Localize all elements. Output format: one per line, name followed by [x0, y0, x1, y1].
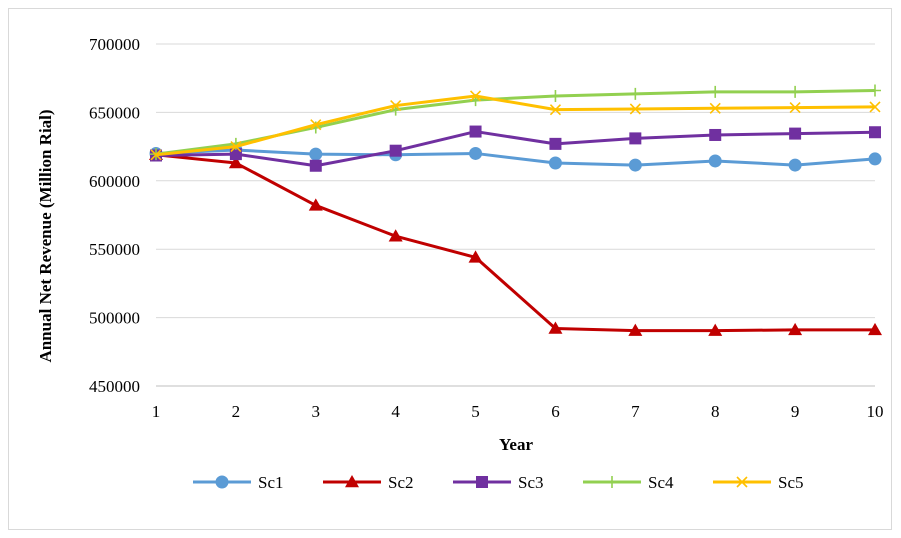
- legend-marker-sc3: [476, 476, 488, 488]
- series-sc3: [150, 125, 881, 172]
- data-point-sc5: [869, 101, 881, 113]
- legend-item-sc3: Sc3: [453, 473, 544, 492]
- legend-label-sc3: Sc3: [518, 473, 544, 492]
- x-tick-label: 6: [551, 402, 560, 421]
- legend-label-sc1: Sc1: [258, 473, 284, 492]
- y-tick-label: 550000: [89, 240, 140, 259]
- data-point-sc5: [150, 149, 162, 161]
- legend-marker-sc5: [736, 476, 748, 488]
- series-sc2: [149, 147, 882, 336]
- gridlines: [156, 43, 875, 387]
- y-tick-labels: 450000 500000 550000 600000 650000 700000: [89, 35, 140, 396]
- data-point-sc2: [708, 323, 723, 336]
- legend-item-sc1: Sc1: [193, 473, 284, 492]
- data-point-sc3: [629, 132, 642, 145]
- x-tick-label: 4: [391, 402, 400, 421]
- data-point-sc1: [868, 152, 882, 166]
- data-point-sc3: [549, 137, 562, 150]
- data-point-sc2: [788, 322, 803, 336]
- data-point-sc3: [709, 128, 722, 141]
- data-point-sc5: [310, 119, 322, 131]
- legend-label-sc2: Sc2: [388, 473, 414, 492]
- y-tick-label: 650000: [89, 103, 140, 122]
- data-point-sc2: [308, 198, 323, 211]
- data-point-sc3: [309, 159, 322, 172]
- data-point-sc1: [309, 147, 323, 161]
- data-point-sc3: [469, 125, 482, 138]
- data-point-sc4: [709, 85, 722, 98]
- data-point-sc3: [789, 127, 802, 140]
- legend-marker-sc2: [345, 475, 359, 488]
- series-line-sc1: [155, 148, 876, 167]
- legend-item-sc4: Sc4: [583, 473, 674, 492]
- data-point-sc1: [628, 158, 642, 172]
- data-point-sc2: [548, 321, 563, 334]
- data-point-sc1: [708, 154, 722, 168]
- data-point-sc4: [549, 89, 562, 102]
- series-group: [149, 84, 882, 336]
- series-line-sc2: [155, 153, 875, 333]
- data-point-sc4: [629, 87, 642, 100]
- y-tick-label: 600000: [89, 172, 140, 191]
- data-point-sc3: [389, 144, 402, 157]
- legend: Sc1 Sc2 Sc3 Sc4 Sc5: [193, 473, 804, 492]
- legend-marker-sc1: [215, 475, 229, 489]
- legend-item-sc5: Sc5: [713, 473, 804, 492]
- y-tick-label: 700000: [89, 35, 140, 54]
- data-point-sc2: [468, 250, 483, 263]
- x-tick-label: 2: [232, 402, 241, 421]
- x-tick-label: 5: [471, 402, 480, 421]
- x-axis-title: Year: [499, 435, 533, 454]
- data-point-sc1: [548, 156, 562, 170]
- data-point-sc3: [229, 148, 242, 161]
- x-tick-label: 3: [312, 402, 321, 421]
- data-point-sc5: [549, 104, 562, 116]
- data-point-sc5: [789, 102, 801, 114]
- data-point-sc1: [788, 158, 802, 172]
- y-tick-label: 450000: [89, 377, 140, 396]
- data-point-sc5: [230, 141, 242, 153]
- data-point-sc5: [629, 103, 641, 115]
- data-point-sc2: [388, 229, 403, 242]
- data-point-sc5: [390, 99, 402, 112]
- legend-item-sc2: Sc2: [323, 473, 414, 492]
- data-point-sc1: [469, 146, 483, 160]
- legend-label-sc5: Sc5: [778, 473, 804, 492]
- series-sc5: [150, 90, 881, 161]
- data-point-sc2: [868, 322, 882, 336]
- x-tick-label: 9: [791, 402, 800, 421]
- series-line-sc5: [155, 94, 876, 157]
- x-tick-label: 7: [631, 402, 640, 421]
- series-line-sc3: [155, 130, 876, 168]
- y-tick-label: 500000: [89, 309, 140, 328]
- chart-frame: [8, 8, 892, 530]
- x-tick-labels: 1 2 3 4 5 6 7 8 9 10: [152, 402, 884, 421]
- x-tick-label: 10: [867, 402, 884, 421]
- data-point-sc2: [228, 156, 243, 169]
- y-axis-title: Annual Net Revenue (Million Rial): [36, 109, 55, 362]
- data-point-sc2: [628, 323, 643, 336]
- series-sc4: [150, 84, 881, 161]
- data-point-sc5: [709, 102, 721, 114]
- series-line-sc4: [155, 89, 876, 156]
- data-point-sc4: [789, 85, 802, 98]
- data-point-sc4: [869, 84, 881, 97]
- data-point-sc3: [869, 126, 881, 139]
- legend-marker-sc4: [606, 476, 618, 488]
- data-point-sc5: [469, 90, 482, 102]
- x-tick-label: 1: [152, 402, 161, 421]
- x-tick-label: 8: [711, 402, 720, 421]
- legend-label-sc4: Sc4: [648, 473, 674, 492]
